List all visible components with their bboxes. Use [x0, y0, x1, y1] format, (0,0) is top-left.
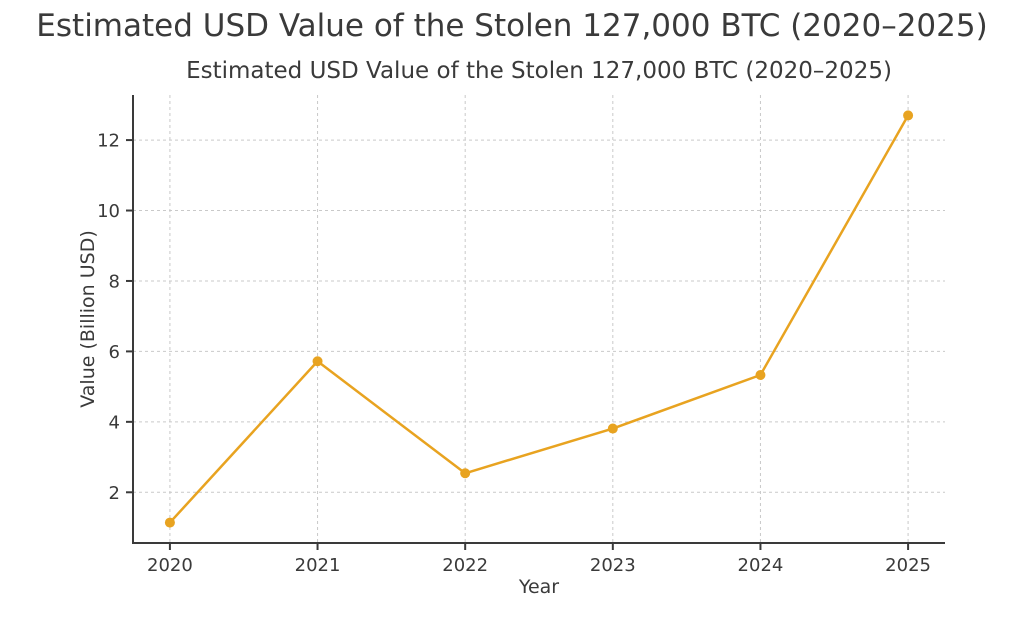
- y-tick-label: 12: [97, 131, 120, 152]
- x-tick-label: 2023: [590, 555, 636, 576]
- data-point: [312, 356, 323, 367]
- data-point: [607, 423, 618, 434]
- y-tick-label: 6: [109, 342, 120, 363]
- data-point: [755, 370, 766, 380]
- x-tick-label: 2022: [442, 555, 488, 576]
- y-tick-label: 4: [109, 412, 120, 433]
- x-tick-label: 2025: [885, 555, 931, 576]
- page-title: Estimated USD Value of the Stolen 127,00…: [36, 8, 988, 44]
- x-tick-label: 2024: [738, 555, 784, 576]
- data-point: [903, 110, 914, 121]
- x-tick-label: 2020: [147, 555, 193, 576]
- chart-title: Estimated USD Value of the Stolen 127,00…: [186, 58, 892, 84]
- data-line: [168, 114, 910, 524]
- x-tick-label: 2021: [295, 555, 341, 576]
- data-point: [164, 517, 175, 528]
- x-axis-label: Year: [518, 576, 560, 598]
- y-tick-label: 2: [109, 483, 120, 504]
- y-tick-label: 10: [97, 201, 120, 222]
- y-tick-label: 8: [109, 271, 120, 292]
- data-point: [460, 468, 471, 479]
